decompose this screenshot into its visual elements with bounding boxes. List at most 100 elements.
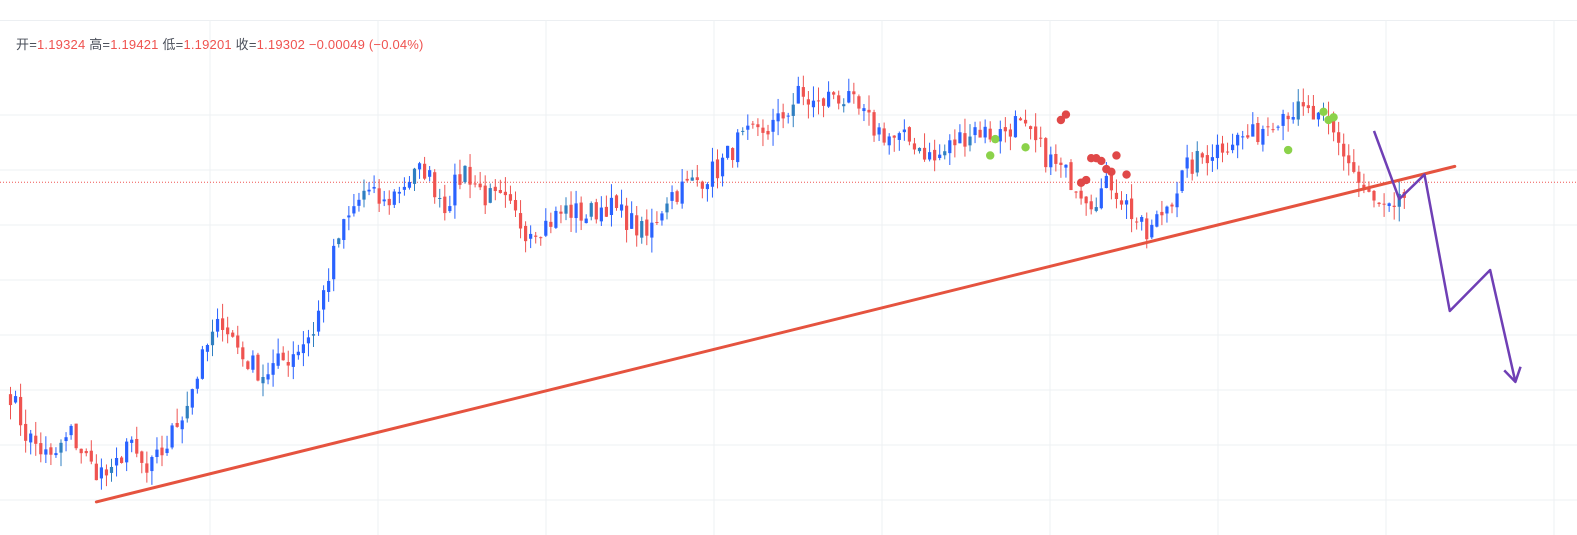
candle-body: [862, 108, 866, 112]
candle: [1140, 215, 1144, 231]
candle-body: [1008, 129, 1012, 137]
candle-body: [614, 195, 619, 209]
candle-body: [882, 128, 886, 143]
candle-body: [221, 318, 225, 330]
candle: [261, 364, 265, 397]
candle: [675, 189, 679, 205]
candle: [337, 237, 341, 248]
candle-body: [281, 352, 285, 361]
candle: [412, 167, 417, 192]
candle: [109, 458, 114, 482]
candle-body: [1013, 116, 1018, 138]
candle: [1150, 219, 1154, 240]
candle: [1352, 149, 1356, 174]
candle-body: [574, 203, 578, 219]
candle-body: [1342, 143, 1346, 157]
candle-body: [185, 405, 189, 419]
candle: [433, 169, 437, 204]
candle: [559, 205, 563, 224]
candle-body: [1392, 205, 1396, 208]
candle: [630, 201, 634, 229]
candle-body: [13, 396, 18, 403]
candle: [34, 421, 38, 456]
candle-body: [337, 238, 341, 245]
candle-body: [1195, 151, 1199, 173]
candle-body: [1029, 126, 1033, 130]
candle-body: [811, 100, 816, 108]
candle-body: [1059, 162, 1063, 165]
candle-body: [215, 318, 220, 332]
candle: [710, 147, 715, 198]
candle-body: [715, 159, 720, 179]
candle-body: [842, 104, 846, 107]
candle: [1281, 109, 1285, 141]
candle: [493, 179, 497, 201]
candle: [892, 135, 896, 152]
candle: [120, 455, 124, 464]
candle-body: [746, 125, 750, 130]
trendline-layer: [94, 164, 1457, 504]
candle: [1064, 164, 1068, 178]
candle-body: [670, 192, 674, 201]
candle-body: [412, 168, 417, 184]
candle: [1225, 142, 1230, 155]
candle-body: [1039, 137, 1043, 139]
candle-body: [493, 186, 497, 192]
candle: [922, 133, 927, 162]
candle-body: [665, 203, 669, 213]
candle: [958, 124, 962, 144]
candle-body: [342, 219, 346, 241]
candle: [1054, 144, 1058, 172]
candle-body: [1347, 155, 1351, 164]
candle: [1271, 122, 1275, 133]
candle: [1018, 116, 1023, 121]
candle-body: [1140, 216, 1144, 222]
low-value: 1.19201: [183, 37, 232, 52]
signal-dot-green: [1329, 113, 1338, 122]
candle: [170, 423, 174, 450]
candle-body: [1332, 119, 1336, 133]
candle: [938, 144, 942, 161]
candle-body: [1362, 184, 1366, 189]
candle: [604, 195, 608, 217]
candle-body: [690, 177, 694, 181]
candle: [842, 98, 846, 113]
candle-body: [1044, 138, 1048, 168]
candle: [458, 159, 462, 190]
candle: [94, 454, 98, 481]
candle-body: [700, 181, 704, 189]
candle-body: [564, 205, 568, 214]
candle: [1276, 125, 1280, 131]
candle: [569, 191, 573, 233]
candle-body: [1130, 198, 1134, 220]
candle-body: [130, 439, 134, 443]
candle: [640, 216, 644, 244]
candle: [19, 383, 23, 436]
candle-body: [857, 96, 861, 109]
candle: [857, 94, 861, 115]
candle-body: [630, 213, 634, 229]
candle-body: [271, 363, 275, 375]
candle-body: [897, 133, 901, 140]
candle-body: [933, 149, 937, 161]
candle-body: [635, 215, 639, 236]
candle-body: [988, 128, 992, 140]
candle-body: [402, 186, 406, 190]
candle: [726, 145, 730, 160]
candle-body: [347, 215, 351, 218]
candle-body: [867, 109, 871, 113]
candle-body: [453, 174, 457, 206]
candle-body: [322, 290, 326, 310]
candle: [226, 316, 230, 344]
candle-body: [1084, 196, 1088, 204]
candle-body: [1210, 157, 1214, 161]
candle-body: [54, 453, 58, 456]
candle-body: [1018, 118, 1023, 121]
candle-body: [872, 112, 876, 136]
candle-body: [539, 237, 543, 239]
candle: [140, 450, 144, 474]
candle: [1044, 137, 1048, 173]
candle: [1013, 110, 1018, 138]
candle: [887, 133, 891, 155]
